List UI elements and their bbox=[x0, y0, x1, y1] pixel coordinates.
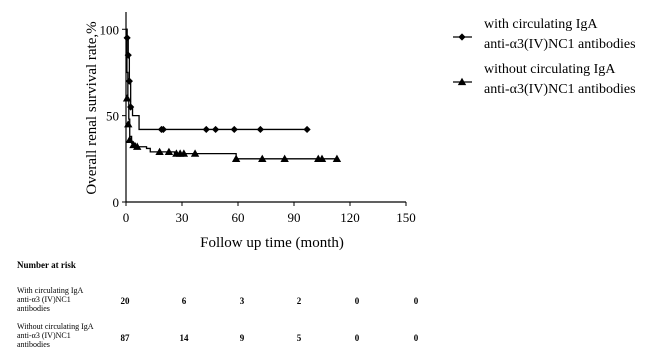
legend-label-2: anti-α3(IV)NC1 antibodies bbox=[484, 82, 636, 97]
y-axis-label: Overall renal survival rate,% bbox=[84, 21, 100, 194]
x-tick-label: 60 bbox=[232, 210, 245, 225]
series-2-point bbox=[125, 135, 134, 143]
series-1-point bbox=[159, 125, 167, 134]
series-2-point bbox=[133, 142, 142, 150]
series-2-point bbox=[179, 149, 189, 157]
y-tick-label: 0 bbox=[113, 195, 120, 210]
series-2-point bbox=[124, 120, 133, 128]
legend-label-2: without circulating IgA bbox=[484, 62, 616, 77]
chart-legend: with circulating IgA anti-α3(IV)NC1 antib… bbox=[453, 17, 636, 97]
series-2-point bbox=[190, 149, 200, 157]
series-1 bbox=[123, 28, 311, 134]
series-1-point bbox=[256, 125, 264, 134]
series-2-point bbox=[164, 147, 174, 156]
series-2-point bbox=[280, 154, 289, 162]
series-2-point bbox=[231, 154, 241, 162]
x-tick-label: 120 bbox=[340, 210, 360, 225]
series-2-point bbox=[258, 154, 267, 162]
legend-marker-2 bbox=[457, 77, 467, 86]
series-1-point bbox=[230, 125, 238, 134]
y-tick-label: 50 bbox=[106, 109, 119, 124]
x-tick-label: 150 bbox=[396, 210, 416, 225]
series-1-point bbox=[212, 125, 220, 134]
legend-marker-1 bbox=[458, 33, 466, 41]
series-1-point bbox=[127, 103, 135, 111]
x-tick-label: 30 bbox=[176, 210, 189, 225]
legend-label-1: with circulating IgA bbox=[484, 17, 598, 32]
series-2-point bbox=[155, 147, 164, 156]
chart-axes bbox=[125, 12, 406, 203]
series-2-point bbox=[317, 154, 327, 162]
series-1-point bbox=[202, 125, 210, 134]
series-1-line bbox=[126, 28, 308, 131]
y-tick-label: 100 bbox=[100, 22, 120, 37]
series-2-point bbox=[122, 94, 132, 102]
x-tick-label: 90 bbox=[288, 210, 301, 225]
series-2-point bbox=[332, 154, 342, 162]
x-tick-label: 0 bbox=[123, 210, 130, 225]
series-1-point bbox=[303, 125, 311, 134]
chart-series bbox=[122, 28, 342, 162]
series-2-line bbox=[126, 28, 337, 160]
x-axis-label: Follow up time (month) bbox=[200, 235, 344, 251]
chart-ticks: 0 30 60 90 120 150 0 50 100 bbox=[100, 22, 416, 225]
series-1-point bbox=[125, 77, 133, 85]
series-2 bbox=[122, 28, 342, 162]
legend-label-1: anti-α3(IV)NC1 antibodies bbox=[484, 37, 636, 52]
